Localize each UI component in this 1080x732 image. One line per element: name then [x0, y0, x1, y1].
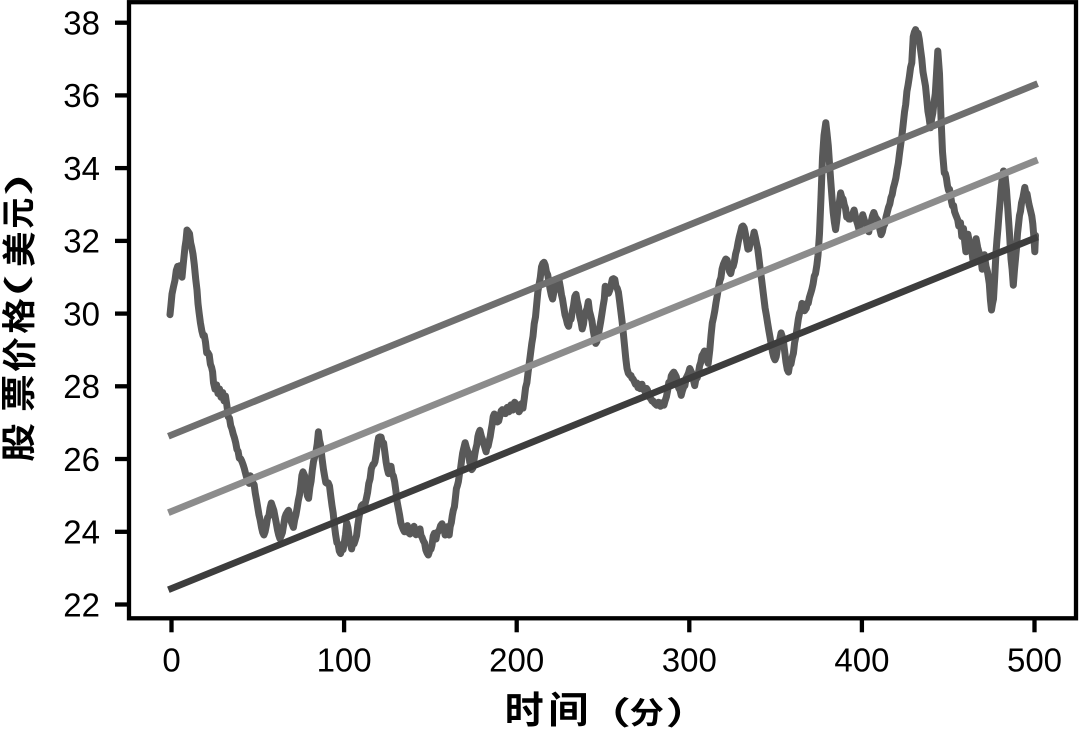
svg-text:500: 500	[1007, 641, 1062, 678]
svg-text:26: 26	[63, 441, 100, 478]
svg-text:34: 34	[63, 150, 100, 187]
svg-text:100: 100	[317, 641, 372, 678]
svg-text:300: 300	[662, 641, 717, 678]
svg-text:30: 30	[63, 295, 100, 332]
svg-text:22: 22	[63, 586, 100, 623]
svg-text:28: 28	[63, 368, 100, 405]
svg-text:24: 24	[63, 514, 100, 551]
svg-text:36: 36	[63, 77, 100, 114]
svg-text:200: 200	[489, 641, 544, 678]
svg-text:0: 0	[162, 641, 180, 678]
svg-text:38: 38	[63, 5, 100, 42]
svg-text:32: 32	[63, 223, 100, 260]
svg-text:400: 400	[834, 641, 889, 678]
